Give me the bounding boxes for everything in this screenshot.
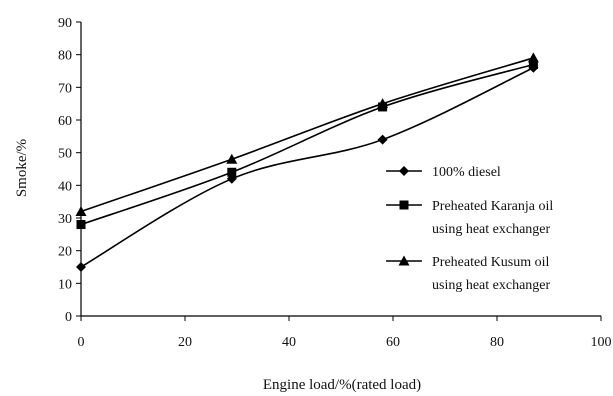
y-tick-label: 60	[58, 114, 72, 129]
series-triangle	[76, 52, 539, 216]
triangle-data-point	[226, 154, 237, 164]
y-tick-label: 30	[58, 212, 72, 227]
x-ticks: 0 20 40 60 80 100	[78, 316, 612, 350]
y-tick-label: 0	[65, 310, 72, 325]
x-tick-label: 40	[282, 335, 296, 350]
x-tick-label: 20	[178, 335, 192, 350]
y-ticks: 0 10 20 30 40 50 60 70 80 90	[58, 16, 81, 325]
y-tick-label: 80	[58, 49, 72, 64]
square-data-point	[227, 168, 236, 177]
legend-label-line: Preheated Karanja oil	[432, 199, 553, 214]
legend-marker	[399, 166, 409, 176]
series-line	[81, 58, 533, 212]
legend-label: Preheated Kusum oil using heat exchanger	[432, 255, 551, 293]
y-tick-label: 10	[58, 277, 72, 292]
y-axis-label: Smoke/%	[14, 139, 30, 197]
legend-label: 100% diesel	[432, 165, 501, 180]
legend-item: 100% diesel	[386, 165, 501, 180]
y-tick-label: 90	[58, 16, 72, 31]
legend-label: Preheated Karanja oil using heat exchange…	[432, 199, 553, 237]
y-tick-label: 40	[58, 179, 72, 194]
diamond-data-point	[76, 262, 86, 272]
legend-label-line: 100% diesel	[432, 165, 501, 180]
legend-marker	[400, 201, 409, 210]
legend-item: Preheated Kusum oil using heat exchanger	[386, 255, 551, 293]
x-tick-label: 80	[490, 335, 504, 350]
y-tick-label: 50	[58, 147, 72, 162]
x-axis-label: Engine load/%(rated load)	[263, 377, 421, 393]
diamond-data-point	[378, 135, 388, 145]
x-tick-label: 0	[78, 335, 85, 350]
x-tick-label: 100	[591, 335, 612, 350]
axes	[81, 22, 601, 316]
triangle-data-point	[528, 52, 539, 62]
legend-item: Preheated Karanja oil using heat exchange…	[386, 199, 553, 237]
series-layer	[76, 52, 539, 272]
legend-label-line: using heat exchanger	[432, 278, 551, 293]
x-tick-label: 60	[386, 335, 400, 350]
y-tick-label: 20	[58, 245, 72, 260]
legend: 100% diesel Preheated Karanja oil using he…	[386, 165, 553, 293]
square-data-point	[77, 220, 86, 229]
legend-label-line: using heat exchanger	[432, 222, 551, 237]
y-tick-label: 70	[58, 81, 72, 96]
legend-label-line: Preheated Kusum oil	[432, 255, 550, 270]
